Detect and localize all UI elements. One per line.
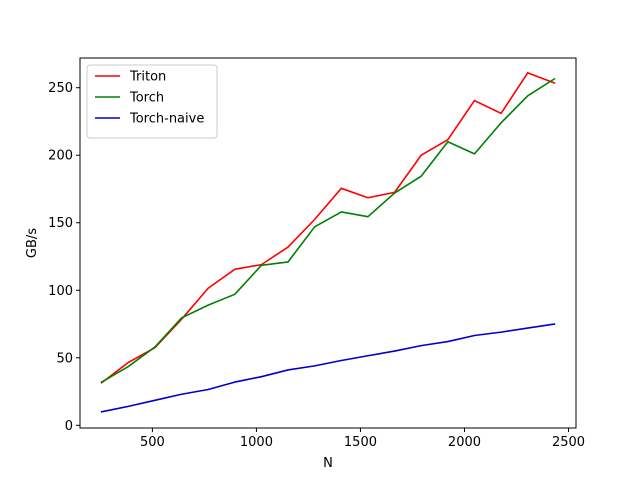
series-line-torch-naive: [100, 323, 556, 413]
y-tick-label: 150: [48, 216, 73, 231]
x-axis: 500 1000 1500 2000 2500: [140, 428, 585, 450]
y-tick-label: 50: [56, 351, 73, 366]
x-tick-label: 500: [140, 435, 165, 450]
series-line-torch: [100, 77, 556, 384]
x-axis-title: N: [323, 456, 333, 471]
x-tick-label: 2000: [448, 435, 481, 450]
x-tick-label: 1500: [344, 435, 377, 450]
y-tick-label: 250: [48, 81, 73, 96]
legend-label: Triton: [129, 70, 166, 85]
series-line-triton: [100, 72, 556, 384]
legend-label: Torch: [129, 91, 164, 106]
legend: Triton Torch Torch-naive: [86, 64, 218, 139]
x-tick-label: 2500: [552, 435, 585, 450]
plot-frame: [79, 57, 577, 429]
legend-label: Torch-naive: [129, 112, 204, 127]
y-axis: 0 50 100 150 200 250: [48, 81, 80, 434]
y-tick-label: 0: [65, 419, 73, 434]
y-axis-title: GB/s: [25, 228, 40, 258]
series-layer: [100, 72, 556, 413]
y-tick-label: 200: [48, 149, 73, 164]
y-tick-label: 100: [48, 284, 73, 299]
legend-box: [86, 64, 218, 139]
x-tick-label: 1000: [240, 435, 273, 450]
